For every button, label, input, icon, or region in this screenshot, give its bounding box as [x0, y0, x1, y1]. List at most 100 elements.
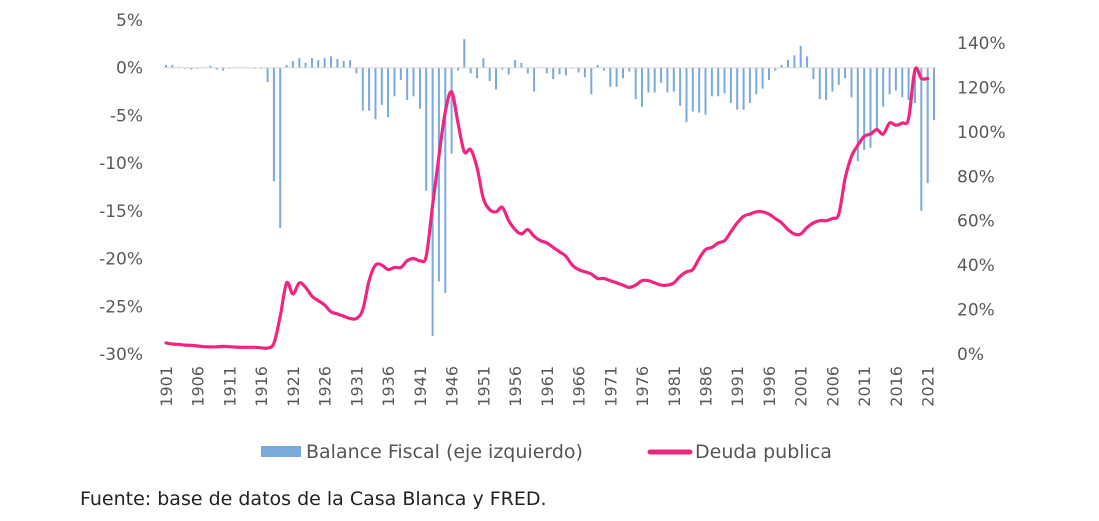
fiscal-balance-bar: [222, 67, 225, 71]
fiscal-balance-bars: [165, 39, 935, 336]
right-tick-label: 120%: [957, 78, 1006, 98]
x-tick-label: 2006: [823, 366, 842, 407]
fiscal-balance-bar: [298, 58, 301, 68]
fiscal-balance-bar: [888, 67, 891, 95]
fiscal-balance-bar: [787, 60, 789, 68]
fiscal-balance-bar: [482, 58, 485, 68]
fiscal-balance-bar: [793, 55, 796, 68]
fiscal-balance-bar: [660, 67, 663, 83]
fiscal-balance-bar: [190, 67, 193, 70]
fiscal-balance-bar: [336, 59, 339, 68]
x-tick-label: 2016: [887, 366, 906, 407]
fiscal-balance-bar: [399, 67, 402, 81]
right-tick-label: 100%: [957, 123, 1006, 143]
fiscal-balance-bar: [514, 60, 517, 68]
fiscal-balance-bar: [647, 67, 650, 93]
fiscal-balance-bar: [469, 67, 472, 74]
x-tick-label: 1976: [633, 366, 652, 407]
right-tick-label: 140%: [957, 34, 1006, 54]
source-note: Fuente: base de datos de la Casa Blanca …: [80, 488, 547, 510]
fiscal-balance-bar: [355, 67, 358, 74]
x-axis-ticks: 1901 1906 1911 1916 1921 1926 1931 1936 1941 1946…: [157, 366, 938, 407]
left-tick-label: -10%: [99, 154, 143, 174]
fiscal-balance-bar: [291, 61, 294, 68]
fiscal-balance-bar: [457, 67, 459, 71]
x-tick-label: 1901: [157, 366, 176, 407]
legend-bar-label: Balance Fiscal (eje izquierdo): [306, 441, 583, 463]
right-tick-label: 40%: [957, 256, 995, 276]
left-tick-label: -30%: [99, 345, 143, 365]
x-tick-label: 1986: [697, 366, 716, 407]
fiscal-balance-bar: [552, 67, 555, 80]
x-tick-label: 1961: [538, 366, 557, 407]
fiscal-balance-bar: [495, 67, 497, 90]
x-tick-label: 1946: [443, 366, 462, 407]
public-debt-line: [164, 66, 930, 350]
fiscal-balance-bar: [825, 67, 828, 101]
fiscal-balance-bar: [564, 67, 567, 76]
fiscal-balance-bar: [279, 67, 282, 228]
x-tick-label: 1941: [411, 366, 430, 407]
fiscal-balance-bar: [831, 67, 834, 92]
x-tick-label: 1966: [570, 366, 589, 407]
fiscal-balance-bar: [768, 67, 770, 81]
left-tick-label: 0%: [116, 59, 143, 79]
fiscal-balance-bar: [806, 56, 809, 68]
x-tick-label: 1931: [347, 366, 366, 407]
fiscal-balance-bar: [685, 67, 688, 123]
fiscal-balance-bar: [583, 67, 586, 78]
fiscal-balance-bar: [698, 67, 701, 113]
fiscal-balance-bar: [691, 67, 694, 112]
fiscal-balance-bar: [603, 67, 605, 71]
fiscal-balance-bar: [863, 67, 866, 150]
fiscal-balance-bar: [330, 56, 332, 68]
fiscal-balance-bar: [710, 67, 713, 97]
right-tick-label: 20%: [957, 301, 995, 321]
fiscal-balance-bar: [476, 67, 478, 79]
fiscal-balance-bar: [209, 65, 212, 68]
fiscal-balance-bar: [609, 67, 612, 87]
fiscal-balance-bar: [679, 67, 682, 106]
fiscal-balance-bar: [545, 67, 548, 74]
fiscal-balance-bar: [171, 64, 174, 68]
fiscal-balance-bar: [596, 64, 599, 68]
fiscal-balance-bar: [590, 67, 593, 95]
fiscal-balance-bar: [818, 67, 821, 100]
fiscal-balance-bar: [533, 67, 536, 92]
x-tick-label: 1956: [506, 366, 525, 407]
fiscal-balance-bar: [368, 67, 371, 111]
fiscal-balance-bar: [165, 64, 167, 68]
x-tick-label: 1916: [252, 366, 271, 407]
fiscal-balance-bar: [311, 58, 313, 68]
left-tick-label: -15%: [99, 202, 143, 222]
fiscal-balance-bar: [380, 67, 383, 105]
x-tick-label: 1921: [284, 366, 303, 407]
right-tick-label: 80%: [957, 167, 995, 187]
fiscal-balance-bar: [615, 67, 618, 87]
fiscal-balance-bar: [450, 67, 453, 154]
x-tick-label: 1996: [760, 366, 779, 407]
fiscal-balance-bar: [812, 67, 815, 80]
x-tick-label: 1926: [316, 366, 335, 407]
fiscal-balance-bar: [266, 67, 269, 82]
fiscal-balance-bar: [520, 62, 523, 68]
x-tick-label: 2011: [855, 366, 874, 407]
fiscal-balance-bar: [933, 67, 935, 121]
fiscal-balance-bar: [875, 67, 878, 132]
fiscal-balance-bar: [323, 58, 326, 68]
left-tick-label: -5%: [110, 106, 143, 126]
fiscal-balance-bar: [272, 67, 275, 182]
fiscal-balance-bar: [412, 67, 415, 97]
legend-line-label: Deuda publica: [695, 441, 832, 463]
x-tick-label: 1936: [379, 366, 398, 407]
fiscal-balance-bar: [774, 67, 777, 71]
fiscal-balance-bar: [387, 67, 390, 118]
x-tick-label: 2001: [792, 366, 811, 407]
fiscal-balance-bar: [463, 39, 466, 68]
x-tick-label: 1991: [728, 366, 747, 407]
fiscal-balance-bar: [799, 45, 802, 68]
fiscal-balance-bar: [742, 67, 745, 110]
legend-bar-swatch: [261, 446, 301, 457]
fiscal-balance-bar: [844, 67, 847, 79]
